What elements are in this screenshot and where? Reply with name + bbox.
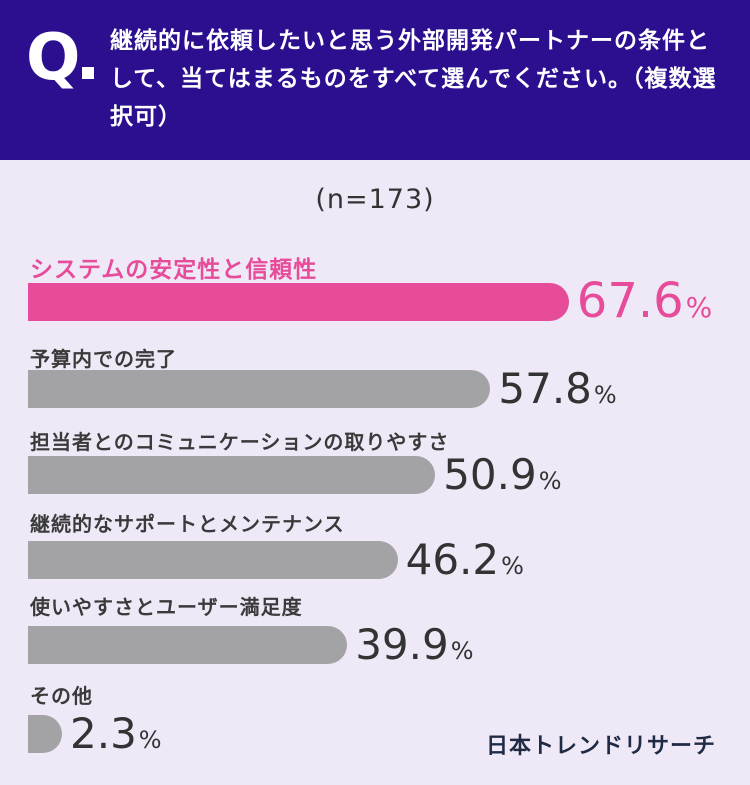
category-label: システムの安定性と信頼性 (30, 257, 318, 283)
value-label: 39.9% (355, 624, 473, 666)
percent-unit: % (450, 637, 474, 665)
bar (28, 370, 491, 408)
value-label: 2.3% (70, 713, 162, 755)
value-label: 50.9% (443, 454, 561, 496)
bar (28, 715, 62, 753)
percent-unit: % (501, 552, 524, 580)
category-label: 予算内での完了 (30, 347, 177, 371)
bar (28, 283, 569, 321)
bar (28, 626, 348, 664)
value-number: 39.9 (355, 620, 449, 669)
bar (28, 541, 398, 579)
value-label: 46.2% (406, 539, 524, 581)
value-number: 2.3 (70, 709, 137, 758)
brand-logo: 日本トレンドリサーチ (485, 734, 716, 759)
bar (28, 456, 436, 494)
percent-unit: % (593, 381, 617, 409)
value-label: 57.8% (498, 368, 616, 410)
q-mark: Q (26, 26, 95, 90)
question-text: 継続的に依頼したいと思う外部開発パートナーの条件として、当てはまるものをすべて選… (110, 28, 717, 130)
value-number: 67.6 (576, 273, 684, 329)
percent-unit: % (138, 726, 162, 754)
q-dot-icon (82, 67, 95, 79)
category-label: 使いやすさとユーザー満足度 (30, 595, 303, 619)
percent-unit: % (685, 291, 713, 324)
value-number: 46.2 (405, 535, 500, 584)
sample-size: (n=173) (315, 184, 435, 215)
category-label: 継続的なサポートとメンテナンス (30, 512, 345, 536)
value-label: 67.6% (577, 277, 712, 325)
value-number: 57.8 (498, 364, 592, 413)
question-header: Q 継続的に依頼したいと思う外部開発パートナーの条件として、当てはまるものをすべ… (0, 0, 750, 160)
value-number: 50.9 (443, 450, 537, 499)
category-label: 担当者とのコミュニケーションの取りやすさ (30, 430, 450, 454)
category-label: その他 (30, 684, 93, 708)
percent-unit: % (538, 467, 562, 495)
